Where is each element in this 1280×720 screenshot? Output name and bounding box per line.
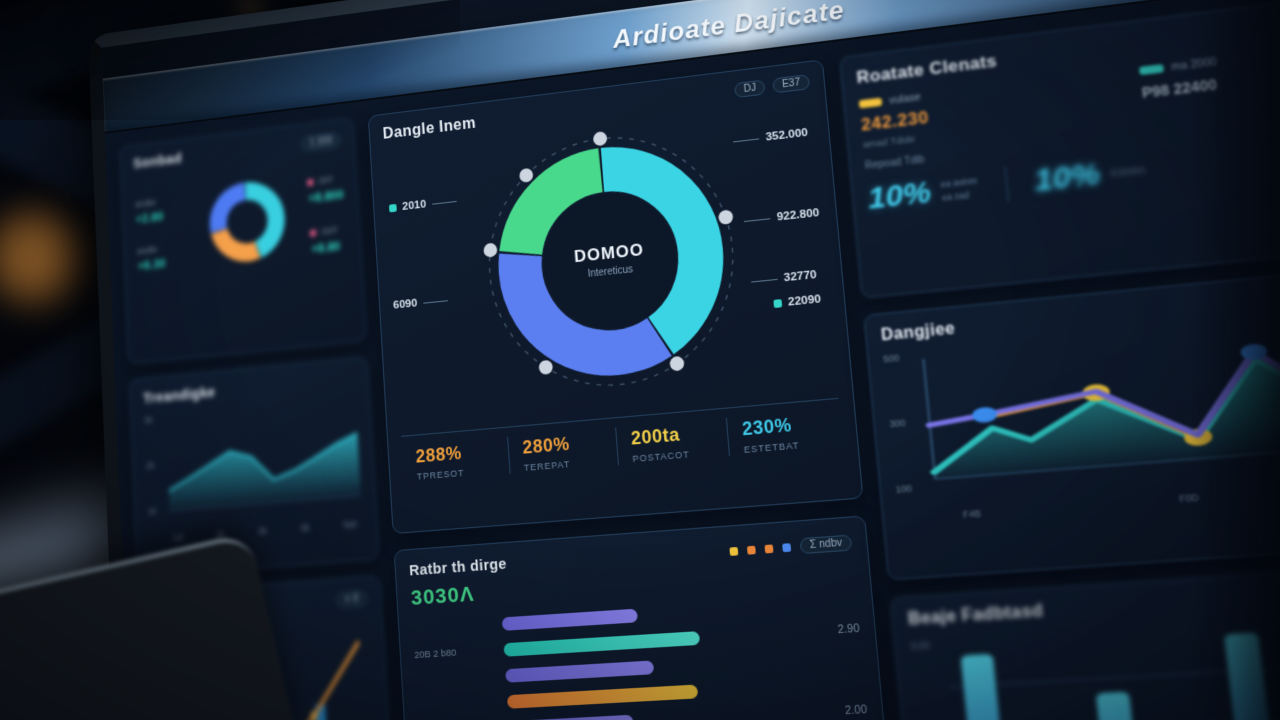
kpi-percent: 10%	[866, 175, 933, 216]
legend-value: +8.800	[307, 187, 345, 206]
callout-label: 22090	[787, 293, 822, 309]
stat-value: 288%	[415, 442, 463, 467]
legend-square-icon	[782, 542, 792, 552]
kpi-legend-label: ma 2000	[1170, 55, 1218, 74]
callout-label: 922.800	[776, 206, 820, 224]
dashboard: Odi ▾ Compatndizione 4010 Ardioate Dajic…	[101, 0, 1280, 720]
callout-line	[733, 137, 760, 142]
panel-beaje-title: Beaje Fadbtasd	[907, 601, 1045, 629]
overview-donut-chart	[194, 162, 302, 286]
callout-line	[744, 217, 771, 222]
donut-callout: 352.000	[733, 126, 809, 148]
legend-label: OIT	[318, 174, 334, 187]
ratbr-hbar-chart: 20B 2 b80: 3012%81[ 8) A(2022 2.902.001.…	[412, 594, 879, 720]
main-donut-zone: DOMOO Intereticus 2010 6090	[383, 94, 837, 430]
stat-cell: 288% TPRESOT	[402, 437, 510, 483]
legend-square-icon	[729, 546, 739, 556]
hbar-bar	[505, 660, 655, 683]
hbar-bar	[508, 714, 635, 720]
donut-callout: 22090	[773, 293, 822, 310]
divider	[1003, 166, 1009, 203]
kpi-percent-group: 10% B.Bxties	[1033, 152, 1147, 199]
stat-value: 230%	[741, 414, 793, 440]
stat-label: TEREPAT	[523, 458, 571, 473]
callout-label: 6090	[392, 297, 418, 312]
right-column: Roatate Clenats vulase 242.230 amad Tdid…	[839, 0, 1280, 720]
y-axis: 3b 2b 1b	[143, 414, 157, 517]
overview-legend-item: O2T +8.80	[310, 224, 347, 256]
overview-stat-value: +6.30	[137, 256, 166, 273]
panel-beaje: Beaje Fadbtasd adb a00ab 3.002.001.00	[889, 557, 1280, 720]
panel-trend: Treandigke 3b 2b 1b 1al 2b 3b 4b 5a0	[129, 356, 379, 578]
ponws-badge[interactable]: ≡ 8	[336, 590, 368, 608]
overview-stat: andte +2.80	[135, 194, 189, 226]
panel-trend-title: Treandigke	[142, 384, 216, 408]
hbar-bar	[506, 684, 699, 709]
legend-dot-icon	[307, 178, 315, 187]
legend-value: +8.80	[310, 239, 341, 256]
callout-line	[751, 278, 778, 283]
overview-legend-item: OIT +8.800	[307, 173, 344, 205]
donut-callout: 922.800	[744, 207, 820, 227]
legend-chip-icon	[858, 97, 883, 109]
legend-chip-icon	[1138, 64, 1165, 76]
callout-label: 352.000	[765, 126, 809, 144]
stat-value: 200ta	[630, 424, 681, 449]
hbar-bar	[503, 631, 701, 657]
main-donut-chart	[464, 105, 763, 415]
stat-label: ESTETBAT	[743, 440, 800, 456]
kpi-notes: B.Bxties	[1110, 163, 1146, 179]
donut-callout: 6090	[392, 294, 448, 312]
trend-area-chart: 3b 2b 1b	[144, 396, 362, 532]
hbar-bars	[501, 598, 824, 720]
stat-label: TPRESOT	[416, 467, 465, 482]
donut-callout: 32770	[751, 268, 818, 288]
stat-cell: 230% ESTETBAT	[725, 408, 843, 457]
callout-line	[431, 200, 457, 205]
legend-square-icon	[747, 545, 757, 555]
legend-label: O2T	[320, 225, 339, 238]
stat-label: POSTACOT	[632, 449, 691, 465]
legend-square-icon	[773, 299, 783, 309]
panel-roatate-title: Roatate Clenats	[855, 51, 998, 88]
callout-line	[422, 299, 448, 304]
panel-roatate: Roatate Clenats vulase 242.230 amad Tdid…	[839, 0, 1280, 299]
kpi-percent-group: 10% ea avinm ea zad	[867, 170, 980, 217]
stat-cell: 280% TEREPAT	[507, 427, 619, 475]
overview-stat: asdte +6.30	[137, 241, 191, 273]
panel-overview-title: Sonbad	[132, 151, 183, 172]
kpi-notes: ea avinm ea zad	[940, 175, 978, 203]
legend-square-icon	[764, 543, 774, 553]
callout-label: 32770	[783, 268, 818, 285]
overview-stat-value: +2.80	[135, 209, 164, 226]
bokeh-light	[0, 205, 85, 310]
panel-ratbr: Ratbr th dirge 3030Λ Σ ndbv	[393, 515, 905, 720]
legend-square-icon	[388, 203, 397, 213]
panel-dangle-inem: Dangle Inem DJ E37 DOMOO	[367, 59, 864, 535]
kpi-legend-label: vulase	[888, 91, 922, 107]
y-axis: 500 300 100	[882, 352, 913, 495]
stat-cell: 200ta POSTACOT	[615, 417, 730, 466]
panel-ratbr-title: Ratbr th dirge	[408, 556, 508, 580]
kpi-col: ma 2000 P98 22400	[1138, 32, 1280, 119]
hbar-bar	[501, 608, 639, 631]
panel-dangjiee-title: Dangjiee	[880, 319, 956, 345]
legend-dot-icon	[310, 229, 317, 237]
panel-overview: Sonbad 1 200 andte +2.80 asdte	[119, 117, 367, 365]
kpi-percent: 10%	[1032, 156, 1102, 199]
dangle-pill-2[interactable]: E37	[772, 74, 811, 94]
ratbr-filter-pill[interactable]: Σ ndbv	[799, 534, 853, 555]
stat-value: 280%	[521, 433, 571, 458]
dangle-pill-1[interactable]: DJ	[734, 79, 766, 99]
overview-badge[interactable]: 1 200	[300, 132, 341, 152]
callout-label: 2010	[401, 198, 427, 213]
y-axis: 3.002.001.00	[910, 639, 931, 652]
center-column: Dangle Inem DJ E37 DOMOO	[367, 59, 905, 720]
donut-callout: 2010	[388, 195, 457, 214]
ratbr-big-value: 3030Λ	[410, 582, 476, 611]
